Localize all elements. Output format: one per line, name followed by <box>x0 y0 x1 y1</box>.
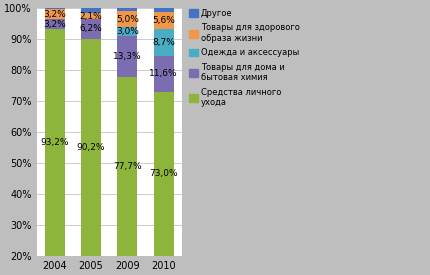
Bar <box>117 36 138 77</box>
Bar <box>154 29 174 56</box>
Text: 5,0%: 5,0% <box>116 15 139 23</box>
Text: 3,2%: 3,2% <box>43 20 66 29</box>
Text: 3,0%: 3,0% <box>116 27 139 36</box>
Bar <box>154 56 174 92</box>
Bar <box>154 92 174 275</box>
Bar <box>81 19 101 39</box>
Bar <box>117 77 138 275</box>
Bar <box>45 19 64 29</box>
Bar <box>45 29 64 275</box>
Bar <box>117 27 138 36</box>
Text: 11,6%: 11,6% <box>149 69 178 78</box>
Text: 77,7%: 77,7% <box>113 162 142 171</box>
Bar <box>117 11 138 27</box>
Text: 93,2%: 93,2% <box>40 138 69 147</box>
Bar <box>154 8 174 12</box>
Text: 90,2%: 90,2% <box>77 143 105 152</box>
Bar <box>154 12 174 29</box>
Bar <box>117 8 138 11</box>
Text: 8,7%: 8,7% <box>152 38 175 47</box>
Text: 73,0%: 73,0% <box>149 169 178 178</box>
Bar <box>81 8 101 13</box>
Legend: Другое, Товары для здорового
образа жизни, Одежда и аксессуары, Товары для дома : Другое, Товары для здорового образа жизн… <box>187 7 301 109</box>
Text: 6,2%: 6,2% <box>80 24 102 34</box>
Text: 3,2%: 3,2% <box>43 10 66 19</box>
Text: 13,3%: 13,3% <box>113 52 142 61</box>
Text: 2,1%: 2,1% <box>80 12 102 21</box>
Bar <box>45 9 64 19</box>
Text: 5,6%: 5,6% <box>152 16 175 25</box>
Bar <box>45 8 64 9</box>
Bar <box>81 13 101 19</box>
Bar <box>81 39 101 275</box>
